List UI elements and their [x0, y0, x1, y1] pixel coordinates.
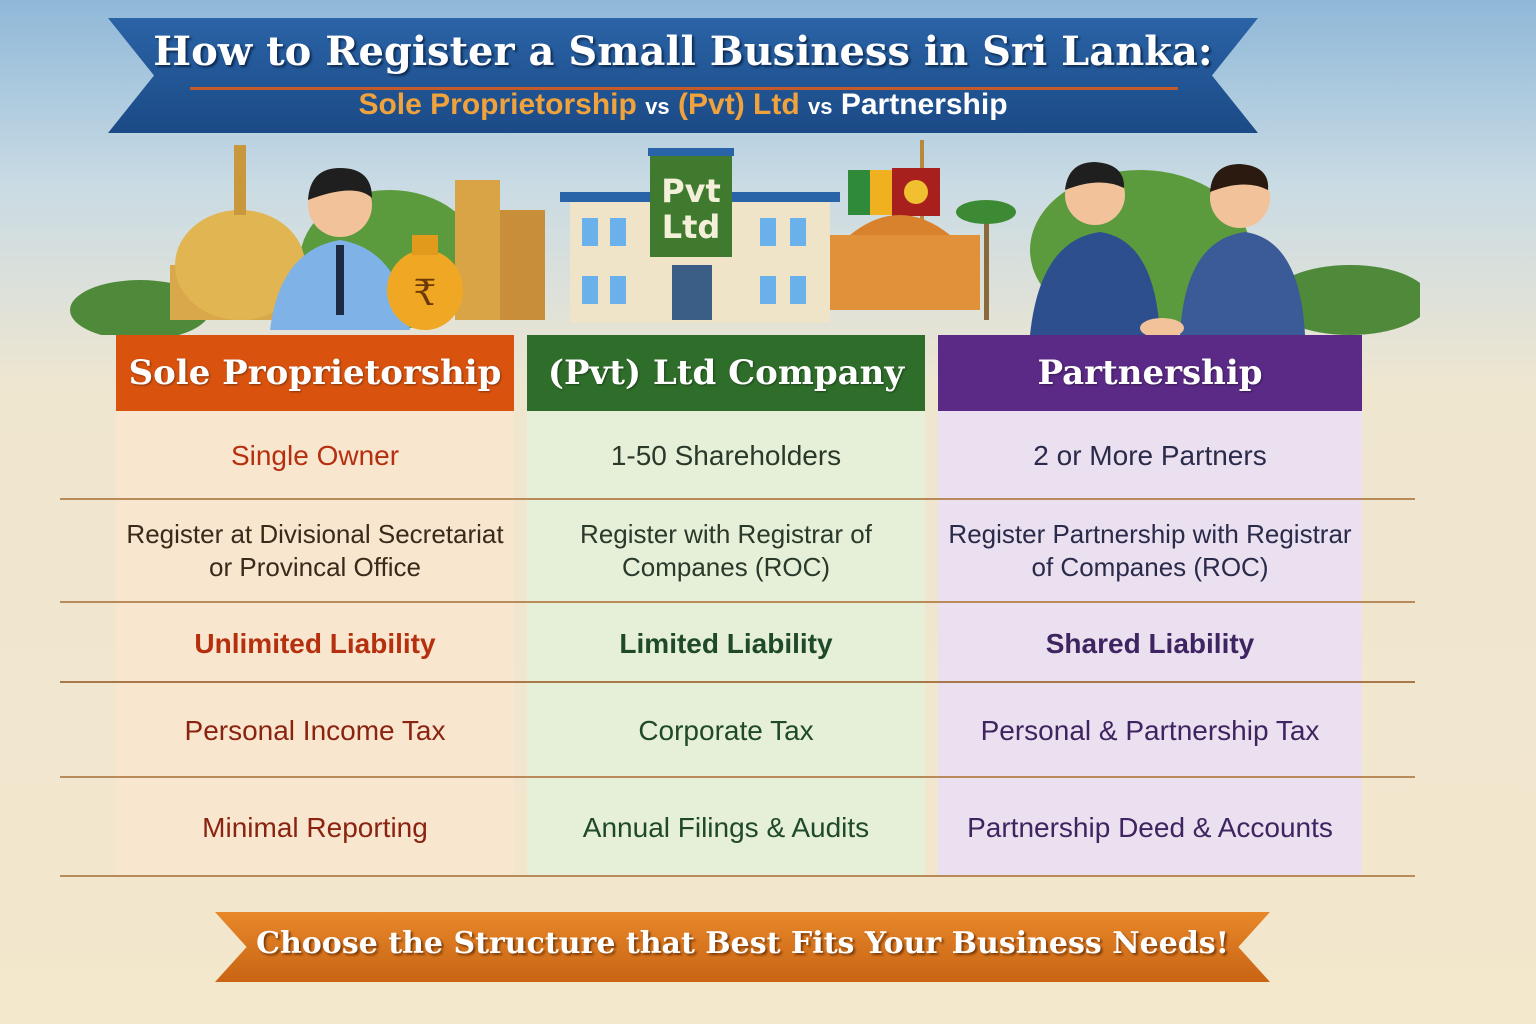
cell-owners: 1-50 Shareholders — [610, 439, 842, 471]
page-title: How to Register a Small Business in Sri … — [153, 28, 1213, 75]
sri-lanka-flag-icon — [848, 140, 940, 300]
row-divider — [60, 776, 1415, 778]
column-header-pvt-ltd: (Pvt) Ltd Company — [527, 335, 925, 411]
illustration-scene: ₹ Pvt Ltd — [70, 140, 1420, 335]
cell-reporting: Partnership Deed & Accounts — [967, 811, 1333, 843]
palm-tree-icon — [956, 200, 1016, 320]
cell-liability: Limited Liability — [619, 627, 833, 659]
cell-registration: Register with Registrar of Companes (ROC… — [580, 519, 872, 582]
title-banner — [108, 18, 1258, 133]
cell-tax: Personal & Partnership Tax — [980, 715, 1320, 746]
sole-proprietor-person-icon — [270, 168, 410, 330]
row-divider — [60, 498, 1415, 500]
cell-liability: Shared Liability — [1045, 627, 1255, 659]
page-subtitle: Sole Proprietorship vs (Pvt) Ltd vs Part… — [108, 88, 1258, 122]
subtitle-vs: vs — [808, 94, 833, 119]
title-divider — [190, 87, 1178, 90]
building-sign-ltd: Ltd — [662, 208, 721, 246]
city-buildings-icon — [455, 180, 545, 320]
cell-registration: Register Partnership with Registrar of C… — [948, 519, 1352, 582]
subtitle-vs: vs — [645, 94, 670, 119]
cell-registration: Register at Divisional Secretariat or Pr… — [126, 519, 504, 582]
footer-banner — [215, 912, 1270, 982]
cell-owners: 2 or More Partners — [1033, 439, 1267, 471]
subtitle-partnership: Partnership — [840, 88, 1008, 121]
row-divider — [60, 875, 1415, 877]
cell-tax: Corporate Tax — [638, 715, 814, 746]
svg-text:₹: ₹ — [414, 273, 437, 314]
column-header-partnership: Partnership — [938, 335, 1362, 411]
money-bag-icon: ₹ — [387, 235, 463, 330]
column-pvt-ltd: 1-50 Shareholders Register with Registra… — [527, 411, 925, 876]
pvt-ltd-building-icon: Pvt Ltd — [560, 148, 840, 323]
cell-reporting: Minimal Reporting — [202, 811, 428, 843]
footer-message: Choose the Structure that Best Fits Your… — [256, 926, 1229, 961]
column-partnership: 2 or More Partners Register Partnership … — [938, 411, 1362, 876]
cell-tax: Personal Income Tax — [184, 715, 446, 746]
column-header-sole-proprietorship: Sole Proprietorship — [116, 335, 514, 411]
building-sign-pvt: Pvt — [661, 172, 721, 210]
cell-reporting: Annual Filings & Audits — [582, 811, 870, 843]
heritage-temple-icon — [830, 215, 980, 310]
row-divider — [60, 681, 1415, 683]
subtitle-sole: Sole Proprietorship — [358, 88, 637, 121]
partners-handshake-icon — [1030, 162, 1305, 335]
subtitle-pvt: (Pvt) Ltd — [678, 88, 800, 121]
cell-liability: Unlimited Liability — [194, 627, 436, 659]
column-sole-proprietorship: Single Owner Register at Divisional Secr… — [116, 411, 514, 876]
row-divider — [60, 601, 1415, 603]
cell-owners: Single Owner — [230, 439, 400, 471]
